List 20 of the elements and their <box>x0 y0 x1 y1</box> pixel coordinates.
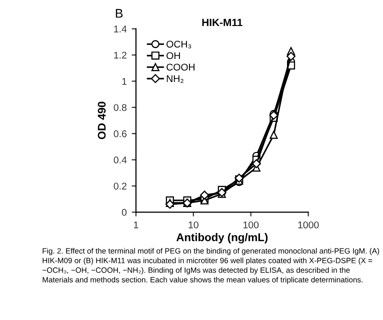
legend-label: OCH₃ <box>166 40 192 48</box>
y-tick-label: 1.4 <box>114 26 127 32</box>
y-tick-label: 0 <box>122 208 127 216</box>
y-tick-label: 1 <box>122 78 126 85</box>
y-tick-label: 1.2 <box>114 52 126 59</box>
x-axis-title: Antibody (ng/mL) <box>176 233 268 244</box>
legend-label: NH₂ <box>166 75 184 83</box>
x-tick-label: 1 <box>134 222 138 228</box>
x-tick-label: 1000 <box>298 221 319 228</box>
y-axis-title: OD 490 <box>98 102 106 140</box>
legend-label: COOH <box>166 64 194 71</box>
text: B <box>116 9 123 18</box>
x-tick-label: 10 <box>188 221 198 228</box>
chart-title: HIK-M11 <box>202 18 242 26</box>
y-tick-label: 0.8 <box>114 104 127 111</box>
y-tick-label: 0.2 <box>114 182 126 190</box>
x-tick-label: 100 <box>243 221 259 228</box>
y-tick-label: 0.6 <box>114 130 127 138</box>
legend-label: OH <box>166 52 180 60</box>
y-tick-label: 0.4 <box>114 156 127 164</box>
